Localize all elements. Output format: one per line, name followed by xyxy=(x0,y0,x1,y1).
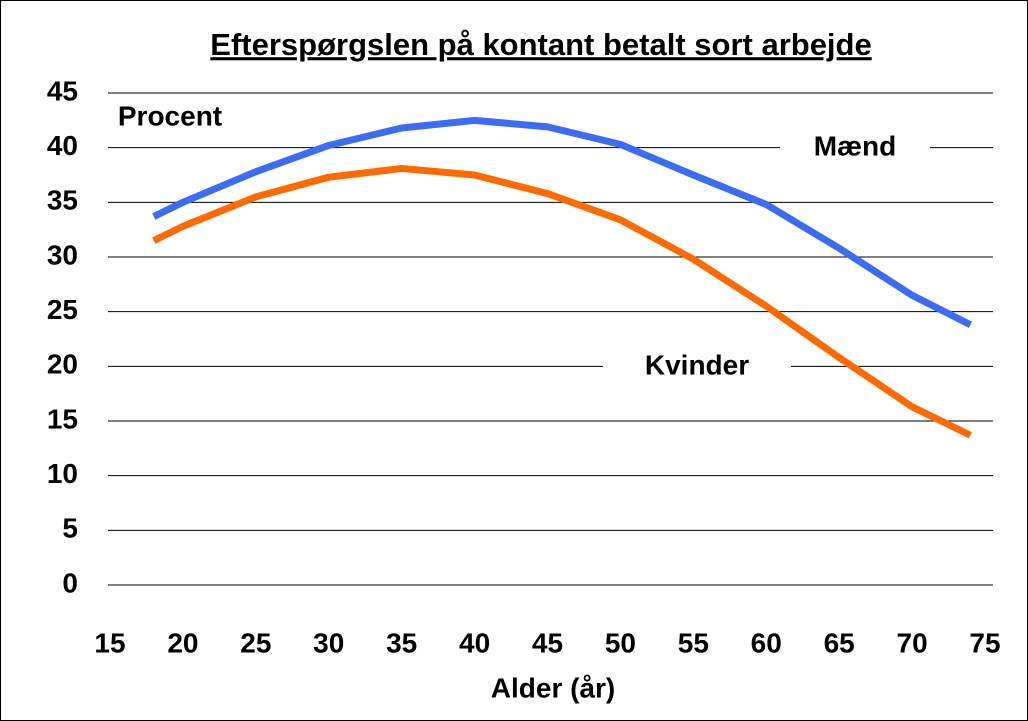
y-tick-label: 35 xyxy=(47,185,78,216)
y-tick-label: 45 xyxy=(47,75,78,106)
x-tick-label: 45 xyxy=(532,627,563,658)
chart-title: Efterspørgslen på kontant betalt sort ar… xyxy=(210,27,871,62)
x-tick-label: 15 xyxy=(94,627,125,658)
x-axis-label: Alder (år) xyxy=(491,672,615,703)
y-tick-label: 5 xyxy=(62,513,78,544)
x-tick-label: 75 xyxy=(969,627,1000,658)
y-tick-label: 40 xyxy=(47,130,78,161)
x-tick-label: 35 xyxy=(386,627,417,658)
x-tick-label: 65 xyxy=(824,627,855,658)
series-line xyxy=(152,164,972,439)
x-tick-label: 55 xyxy=(678,627,709,658)
series-line xyxy=(152,116,972,328)
x-tick-label: 25 xyxy=(240,627,271,658)
x-tick-label: 20 xyxy=(167,627,198,658)
series-label: Kvinder xyxy=(645,349,749,380)
x-tick-label: 60 xyxy=(751,627,782,658)
y-tick-label: 10 xyxy=(47,458,78,489)
y-tick-label: 15 xyxy=(47,403,78,434)
series-label: Mænd xyxy=(814,130,896,161)
y-tick-label: 30 xyxy=(47,239,78,270)
x-tick-label: 70 xyxy=(897,627,928,658)
label-background xyxy=(603,347,791,387)
y-tick-label: 20 xyxy=(47,349,78,380)
x-tick-label: 40 xyxy=(459,627,490,658)
y-tick-label: 0 xyxy=(62,567,78,598)
x-tick-label: 50 xyxy=(605,627,636,658)
y-tick-label: 25 xyxy=(47,294,78,325)
label-background xyxy=(780,128,930,168)
x-tick-label: 30 xyxy=(313,627,344,658)
y-axis-label: Procent xyxy=(118,100,222,131)
